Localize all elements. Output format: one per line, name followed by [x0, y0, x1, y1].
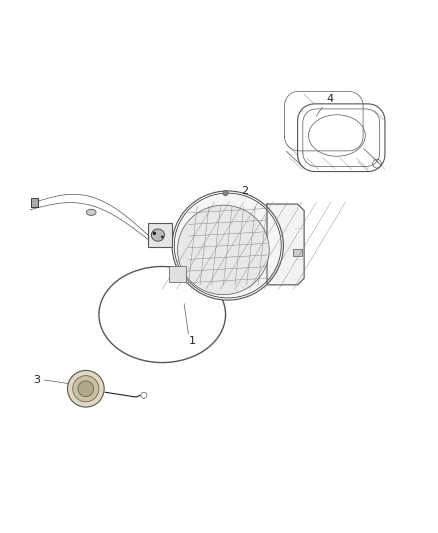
- Circle shape: [223, 190, 228, 196]
- Circle shape: [78, 381, 94, 397]
- Circle shape: [152, 231, 156, 235]
- Bar: [293, 248, 302, 256]
- Ellipse shape: [86, 209, 96, 215]
- Polygon shape: [267, 204, 304, 285]
- Text: 2: 2: [241, 186, 248, 196]
- Bar: [169, 266, 186, 281]
- Bar: [31, 198, 38, 207]
- Ellipse shape: [151, 229, 164, 241]
- Circle shape: [161, 236, 163, 238]
- Text: 4: 4: [326, 94, 333, 103]
- Circle shape: [67, 370, 104, 407]
- Ellipse shape: [177, 205, 269, 295]
- Circle shape: [73, 376, 99, 402]
- Bar: [148, 223, 172, 247]
- Text: 3: 3: [33, 375, 40, 385]
- Text: 1: 1: [189, 336, 196, 346]
- Ellipse shape: [172, 191, 283, 300]
